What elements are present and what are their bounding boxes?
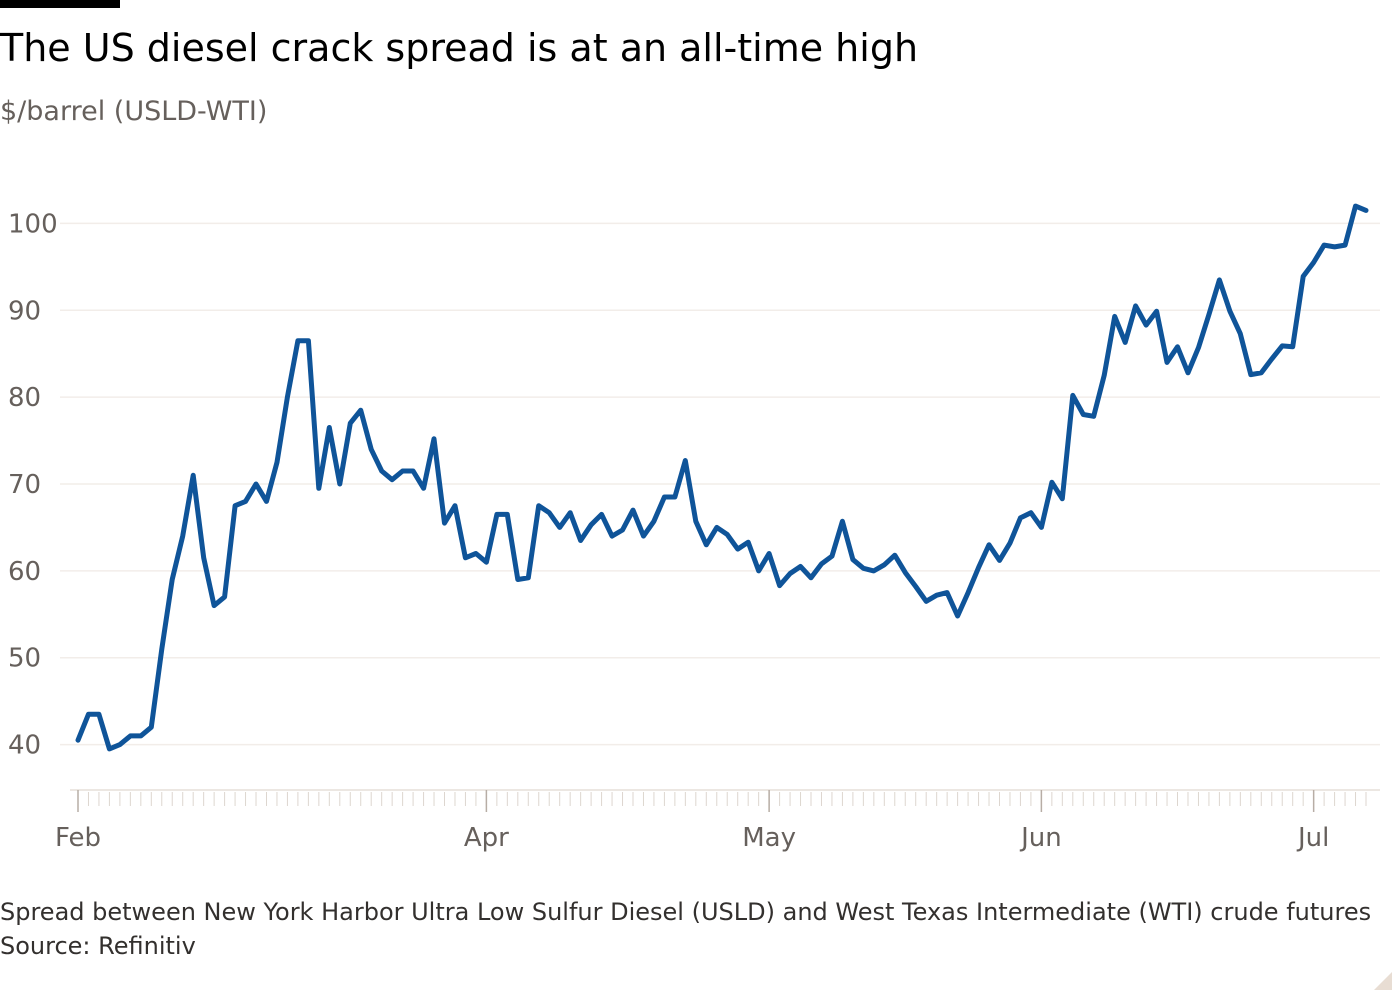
x-tick-label: Jul [1296, 823, 1329, 853]
y-tick-label: 80 [8, 383, 41, 413]
y-tick-label: 60 [8, 557, 41, 587]
chart-note: Spread between New York Harbor Ultra Low… [0, 898, 1372, 926]
series-line-diesel-crack-spread [75, 203, 1369, 752]
y-tick-label: 50 [8, 644, 41, 674]
y-tick-label: 70 [8, 470, 41, 500]
y-tick-label: 40 [8, 731, 41, 761]
brand-bar [0, 0, 120, 8]
x-tick-label: May [742, 823, 796, 853]
x-tick-label: Apr [464, 823, 509, 853]
y-tick-label: 100 [8, 209, 58, 239]
corner-mark [1374, 972, 1392, 990]
chart-source: Source: Refinitiv [0, 932, 196, 960]
y-tick-label: 90 [8, 296, 41, 326]
chart-subtitle: $/barrel (USLD-WTI) [0, 96, 268, 127]
chart-title: The US diesel crack spread is at an all-… [0, 26, 919, 70]
x-tick-label: Feb [55, 823, 101, 853]
x-tick-label: Jun [1019, 823, 1062, 853]
